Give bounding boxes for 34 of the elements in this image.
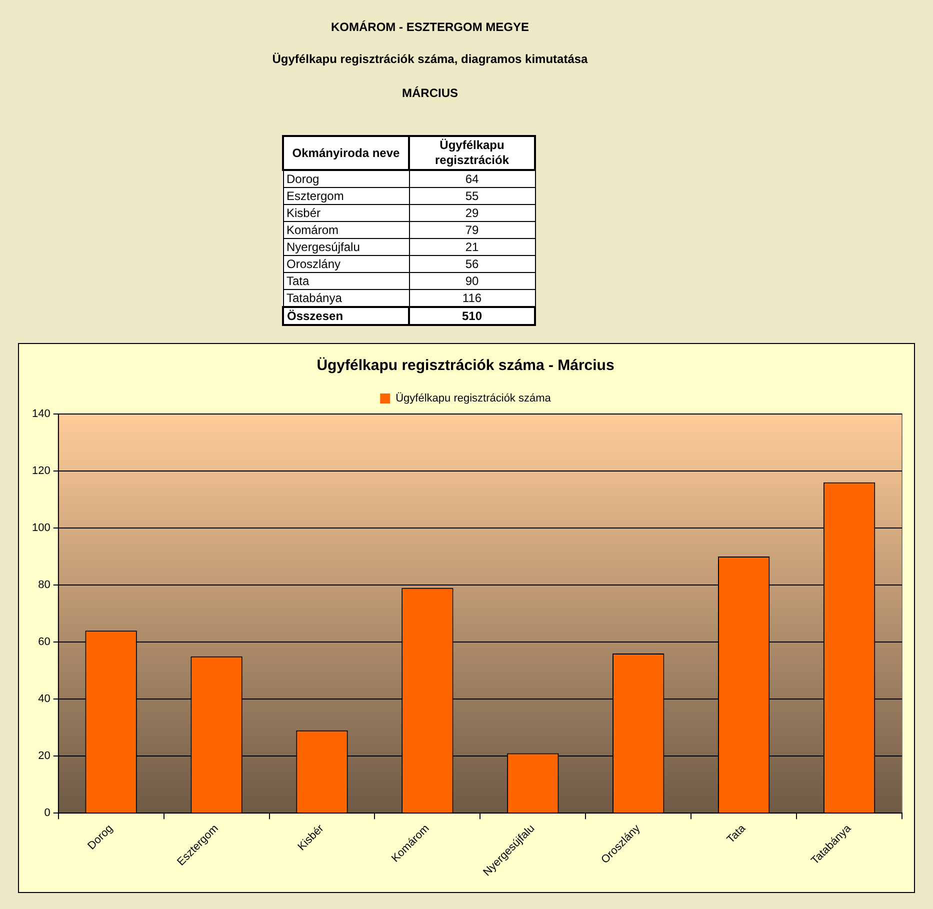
text: 64 <box>409 170 535 188</box>
text: Ügyfélkapu regisztrációk <box>409 136 535 170</box>
text: MÁRCIUS <box>401 86 459 100</box>
text: KOMÁROM - ESZTERGOM MEGYE <box>330 20 530 34</box>
y-tick-label: 80 <box>38 579 50 592</box>
y-tick-label: 40 <box>38 693 50 706</box>
text: 55 <box>409 188 535 204</box>
text: Kisbér <box>283 204 409 222</box>
text: 79 <box>409 222 535 238</box>
x-tick-label: Tata <box>724 822 749 846</box>
text: 116 <box>409 290 535 307</box>
y-tick-label: 20 <box>38 750 50 762</box>
text: Esztergom <box>283 188 409 204</box>
y-tick-label: 120 <box>32 465 50 478</box>
text: Tatabánya <box>283 290 409 307</box>
text: Nyergesújfalu <box>283 238 409 256</box>
text: 21 <box>409 238 535 256</box>
text: Összesen <box>283 307 409 325</box>
y-tick-label: 100 <box>32 522 50 534</box>
text: Tata <box>283 272 409 290</box>
legend-label: Ügyfélkapu regisztrációk száma <box>396 392 552 405</box>
y-tick-label: 0 <box>44 807 50 820</box>
y-tick-label: 60 <box>38 636 50 648</box>
text: 29 <box>409 204 535 222</box>
text: Dorog <box>283 170 409 188</box>
text: Oroszlány <box>283 256 409 272</box>
y-tick-label: 140 <box>32 408 50 420</box>
text: 90 <box>409 272 535 290</box>
chart-title: Ügyfélkapu regisztrációk száma - Március <box>316 357 614 374</box>
text: 510 <box>409 307 535 325</box>
text: 56 <box>409 256 535 272</box>
text: Ügyfélkapu regisztrációk száma, diagramos kimutatása <box>271 52 589 66</box>
text: Okmányiroda neve <box>283 136 409 170</box>
text: Komárom <box>283 222 409 238</box>
